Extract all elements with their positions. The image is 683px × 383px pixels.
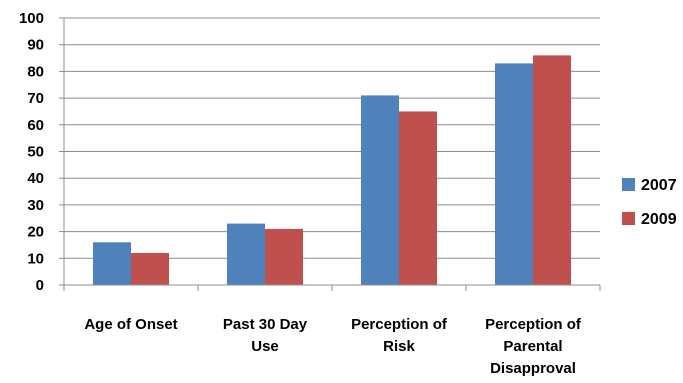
legend-label-2007: 2007 <box>641 177 677 194</box>
x-category-label: Use <box>251 338 279 355</box>
x-axis-category-labels: Age of Onset Past 30 Day Use Perception of R… <box>84 316 582 377</box>
x-category-label: Age of Onset <box>84 316 177 333</box>
gridlines <box>64 17 600 259</box>
y-tick-label: 10 <box>27 250 44 267</box>
x-category-label: Disapproval <box>490 360 576 377</box>
x-axis <box>63 284 601 291</box>
y-tick-label: 80 <box>27 63 44 80</box>
bar-2009-2 <box>399 111 437 285</box>
x-category-label: Perception of <box>351 316 448 333</box>
legend: 2007 2009 <box>622 177 677 228</box>
y-tick-label: 40 <box>27 170 44 187</box>
y-tick-label: 30 <box>27 197 44 214</box>
legend-label-2009: 2009 <box>641 211 677 228</box>
bar-2007-3 <box>495 63 533 285</box>
y-tick-label: 0 <box>36 277 44 294</box>
y-tick-label: 70 <box>27 90 44 107</box>
legend-swatch-2007 <box>622 178 635 191</box>
bar-2009-0 <box>131 252 169 285</box>
y-tick-label: 100 <box>19 10 44 27</box>
legend-swatch-2009 <box>622 212 635 225</box>
y-tick-label: 90 <box>27 37 44 54</box>
bar-2007-2 <box>361 95 399 286</box>
bar-2007-0 <box>93 242 131 285</box>
y-tick-label: 60 <box>27 117 44 134</box>
x-category-label: Parental <box>503 338 562 355</box>
x-category-label: Past 30 Day <box>223 316 308 333</box>
bar-2009-1 <box>265 228 303 285</box>
y-tick-label: 20 <box>27 224 44 241</box>
bars <box>93 55 571 286</box>
bar-2009-3 <box>533 55 571 285</box>
y-tick-label: 50 <box>27 144 44 161</box>
x-category-label: Risk <box>383 338 415 355</box>
bar-2007-1 <box>227 223 265 285</box>
x-category-label: Perception of <box>485 316 582 333</box>
y-axis-ticks: 0 10 20 30 40 50 60 70 80 90 100 <box>19 10 65 294</box>
